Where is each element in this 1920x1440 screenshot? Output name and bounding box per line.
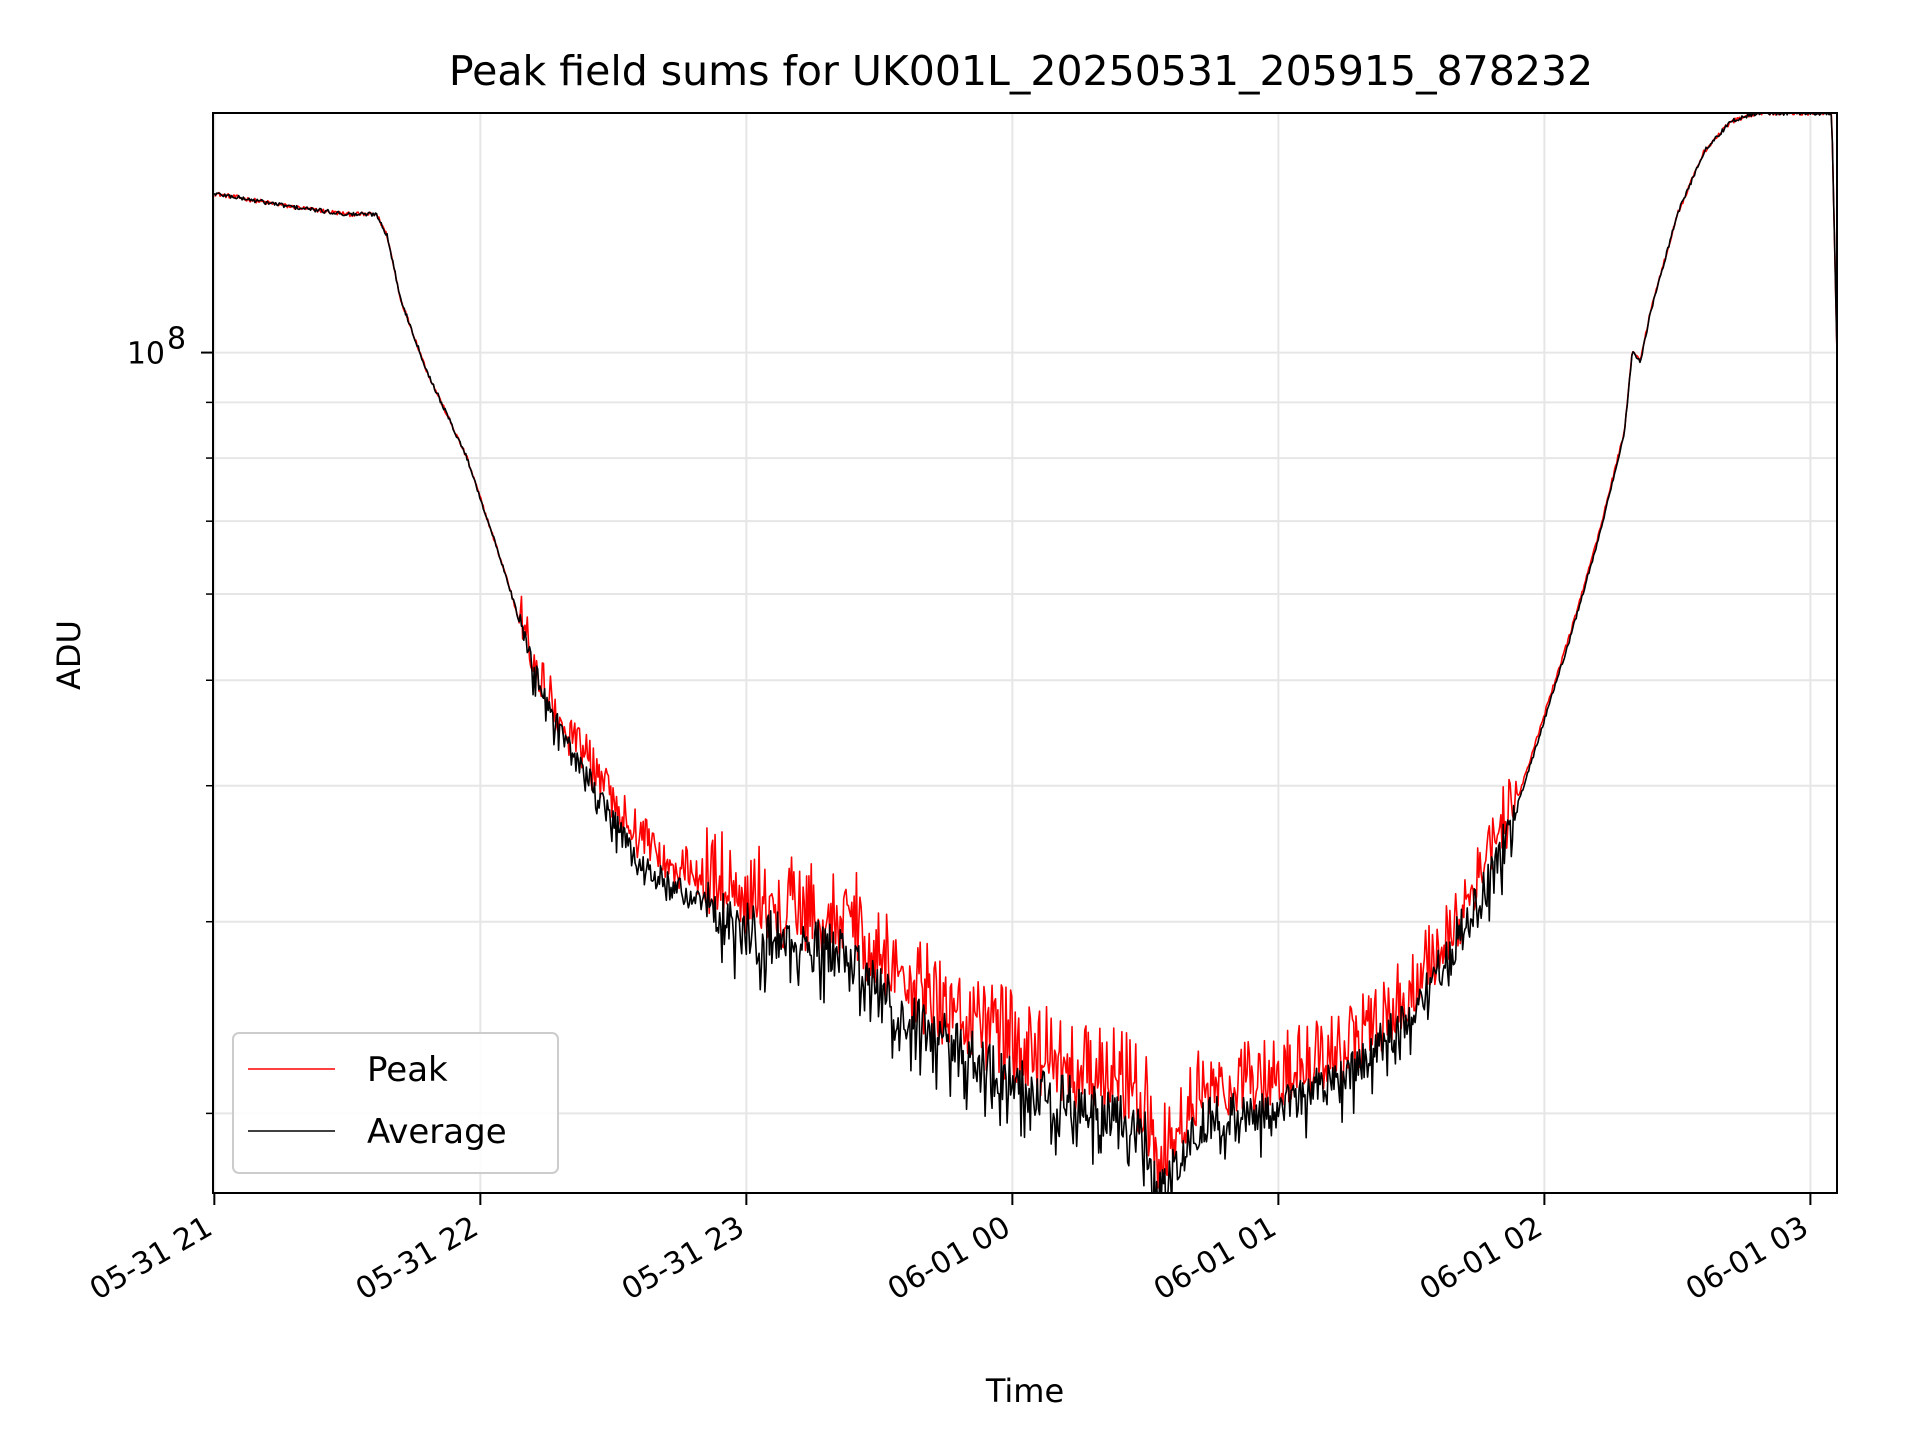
chart-title: Peak field sums for UK001L_20250531_2059… (449, 47, 1593, 95)
y-axis-label: ADU (50, 620, 88, 690)
legend-peak-label: Peak (367, 1050, 448, 1090)
grid (213, 113, 1837, 1193)
legend-average-label: Average (367, 1112, 507, 1152)
legend-box (232, 1032, 559, 1174)
x-axis-label: Time (985, 1372, 1064, 1410)
y-tick-label: 10 (127, 337, 165, 372)
y-axis: 10 8 (127, 322, 213, 1115)
series-line-average (213, 113, 1837, 1193)
series-group (213, 113, 1837, 1193)
plot-frame (212, 112, 1838, 1194)
legend: Peak Average (232, 1032, 559, 1174)
y-tick-label-exponent: 8 (167, 322, 186, 357)
